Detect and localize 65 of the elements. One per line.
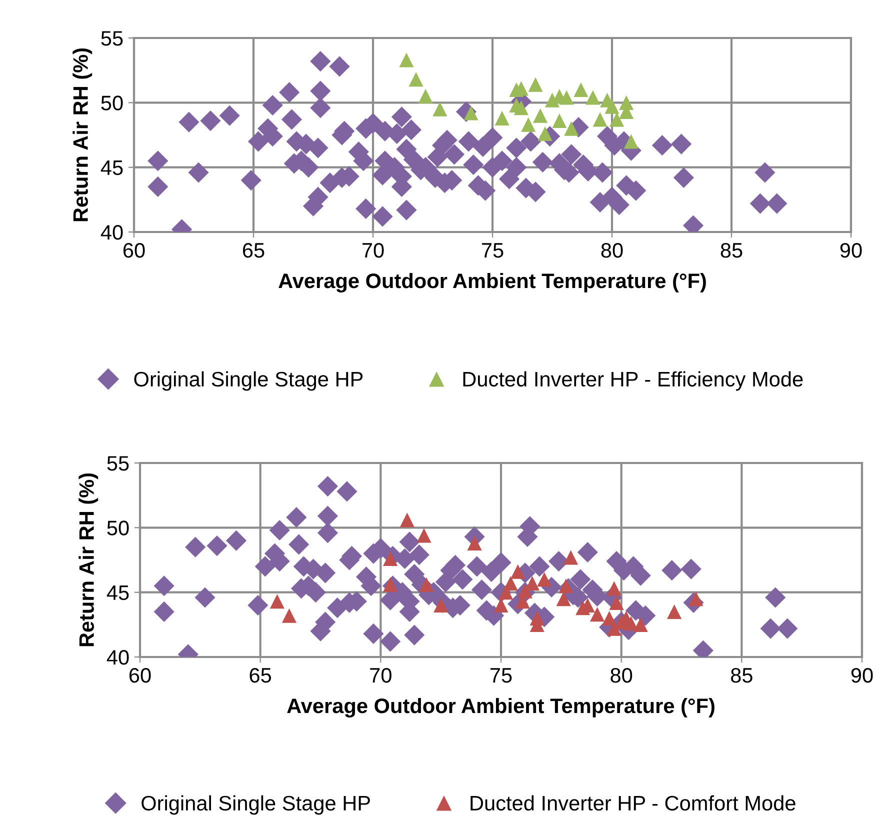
point (400, 512, 414, 528)
point (604, 99, 620, 114)
y-tick-label: 55 (107, 456, 129, 471)
point (552, 113, 567, 128)
point (408, 72, 424, 87)
x-axis-title: Average Outdoor Ambient Temperature (°F) (287, 698, 714, 718)
x-tick-label: 60 (123, 242, 145, 258)
point (574, 82, 588, 98)
y-tick-label: 50 (107, 520, 129, 536)
point (609, 112, 624, 127)
x-tick-label: 80 (601, 242, 623, 258)
point (559, 90, 574, 105)
point (564, 550, 578, 565)
legend-label: Ducted Inverter HP - Comfort Mode (470, 795, 796, 811)
point (494, 110, 510, 126)
point (418, 88, 433, 104)
point (592, 112, 608, 127)
x-tick-label: 80 (610, 668, 632, 683)
y-tick-label: 55 (101, 31, 123, 46)
y-tick-label: 45 (100, 160, 123, 176)
x-tick-label: 65 (242, 242, 264, 258)
x-tick-label: 65 (250, 668, 272, 683)
point (399, 52, 414, 68)
legend-label: Original Single Stage HP (142, 795, 370, 815)
x-tick-label: 85 (720, 242, 742, 258)
point (602, 610, 617, 626)
point (624, 134, 638, 149)
point (416, 528, 432, 543)
point (282, 608, 296, 623)
x-tick-label: 70 (362, 242, 384, 258)
y-tick-label: 50 (101, 96, 123, 110)
x-axis-title: Average Outdoor Ambient Temperature (°F) (278, 272, 706, 292)
point (514, 100, 528, 116)
x-tick-label: 90 (851, 668, 873, 683)
y-tick-label: 40 (106, 650, 129, 665)
y-tick-label: 45 (106, 586, 129, 600)
point (510, 564, 526, 579)
point (533, 108, 548, 123)
point (432, 102, 448, 116)
point (467, 536, 482, 550)
x-tick-label: 90 (840, 242, 862, 258)
y-axis-title: Return Air RH (%) (72, 48, 92, 222)
point (270, 594, 284, 609)
point (606, 581, 622, 596)
x-tick-label: 70 (370, 668, 392, 683)
point (528, 77, 543, 92)
x-tick-label: 60 (129, 668, 151, 683)
point (624, 616, 638, 631)
point (586, 90, 600, 105)
legend-label: Ducted Inverter HP - Efficiency Mode (463, 371, 803, 391)
y-tick-label: 40 (100, 225, 123, 240)
point (525, 576, 540, 591)
point (521, 117, 536, 132)
point (619, 95, 634, 110)
x-tick-label: 75 (482, 243, 504, 258)
x-tick-label: 75 (490, 668, 512, 683)
point (494, 598, 508, 613)
point (383, 577, 398, 592)
y-axis-title: Return Air RH (%) (78, 473, 98, 646)
legend-label: Original Single Stage HP (134, 371, 363, 391)
point (590, 607, 605, 622)
point (556, 592, 571, 606)
x-tick-label: 85 (730, 668, 752, 683)
point (666, 604, 682, 620)
point (633, 617, 648, 632)
